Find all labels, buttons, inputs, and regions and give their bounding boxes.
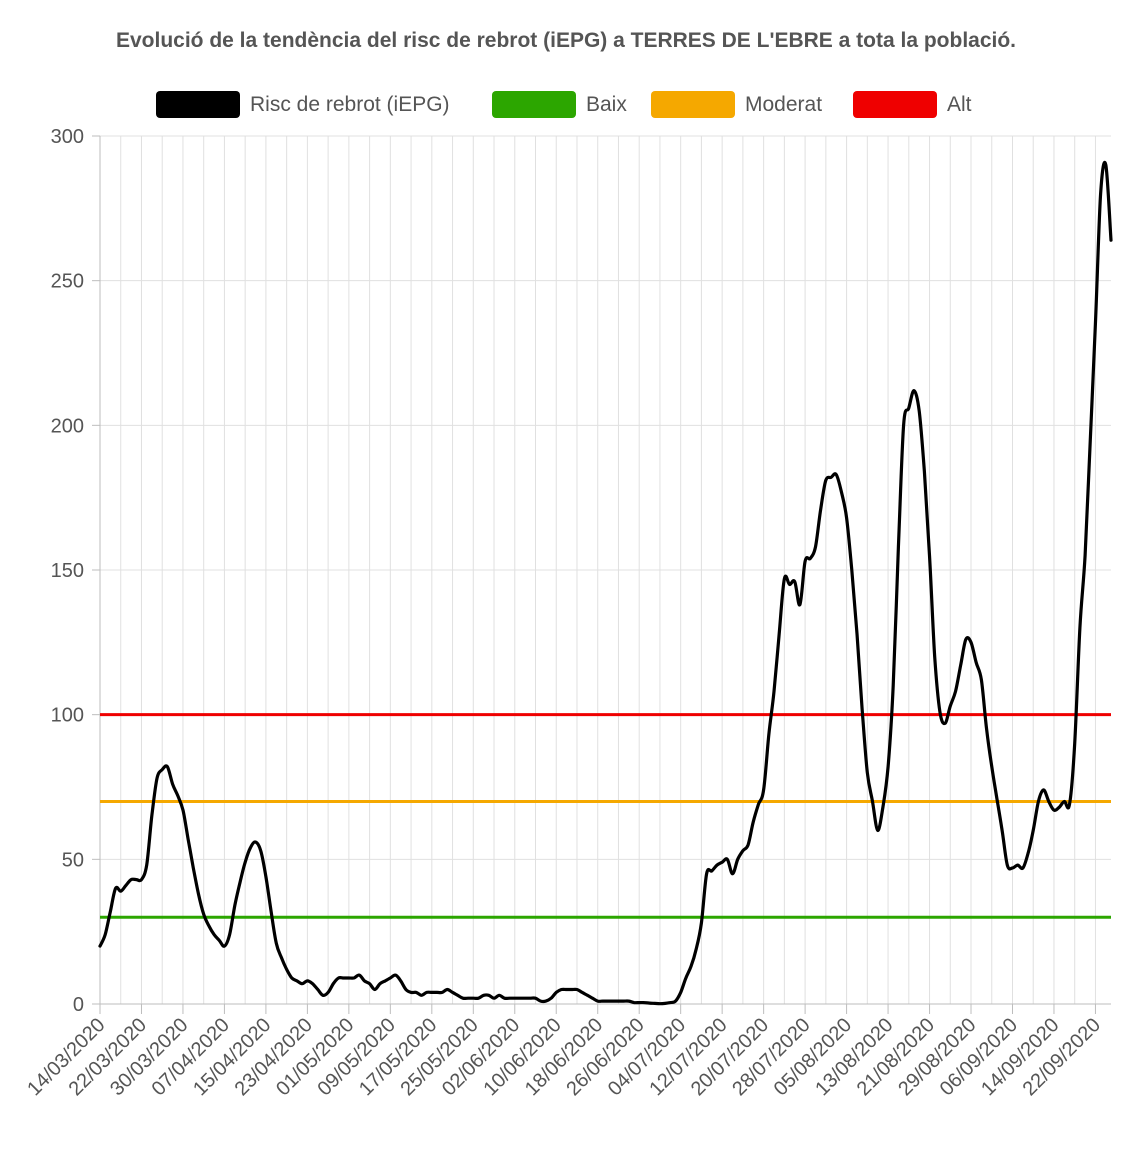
y-tick-label: 0 bbox=[73, 994, 84, 1016]
y-tick-label: 250 bbox=[51, 271, 84, 293]
legend-item-baix[interactable]: Baix bbox=[492, 91, 627, 118]
legend-label-risc: Risc de rebrot (iEPG) bbox=[250, 93, 450, 116]
series-line-iepg bbox=[98, 160, 1113, 1006]
y-tick-label: 50 bbox=[62, 849, 84, 871]
legend-swatch-alt bbox=[853, 91, 937, 118]
grid bbox=[99, 135, 1111, 1005]
legend-label-moderat: Moderat bbox=[745, 93, 822, 116]
legend: Risc de rebrot (iEPG) Baix Moderat Alt bbox=[156, 91, 972, 118]
y-tick-label: 100 bbox=[51, 705, 84, 727]
legend-swatch-risc bbox=[156, 91, 240, 118]
legend-label-alt: Alt bbox=[947, 93, 972, 116]
legend-item-moderat[interactable]: Moderat bbox=[651, 91, 822, 118]
y-axis: 0 50 100 150 200 250 300 bbox=[51, 126, 100, 1016]
legend-swatch-moderat bbox=[651, 91, 735, 118]
legend-label-baix: Baix bbox=[586, 93, 627, 116]
y-tick-label: 150 bbox=[51, 560, 84, 582]
legend-item-risc[interactable]: Risc de rebrot (iEPG) bbox=[156, 91, 450, 118]
plot-area bbox=[98, 160, 1113, 1006]
y-tick-label: 200 bbox=[51, 415, 84, 437]
chart-title: Evolució de la tendència del risc de reb… bbox=[116, 29, 1016, 52]
legend-item-alt[interactable]: Alt bbox=[853, 91, 972, 118]
legend-swatch-baix bbox=[492, 91, 576, 118]
y-tick-label: 300 bbox=[51, 126, 84, 148]
